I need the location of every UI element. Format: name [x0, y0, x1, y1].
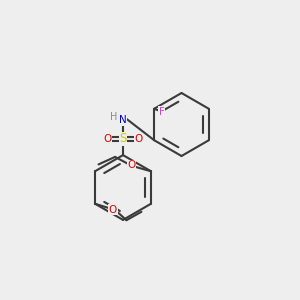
Text: F: F — [159, 107, 165, 117]
Text: N: N — [119, 115, 127, 125]
Text: H: H — [110, 112, 117, 122]
Text: O: O — [109, 205, 117, 215]
Text: O: O — [128, 160, 136, 170]
Text: O: O — [103, 134, 112, 144]
Text: O: O — [134, 134, 143, 144]
Text: S: S — [119, 132, 127, 145]
